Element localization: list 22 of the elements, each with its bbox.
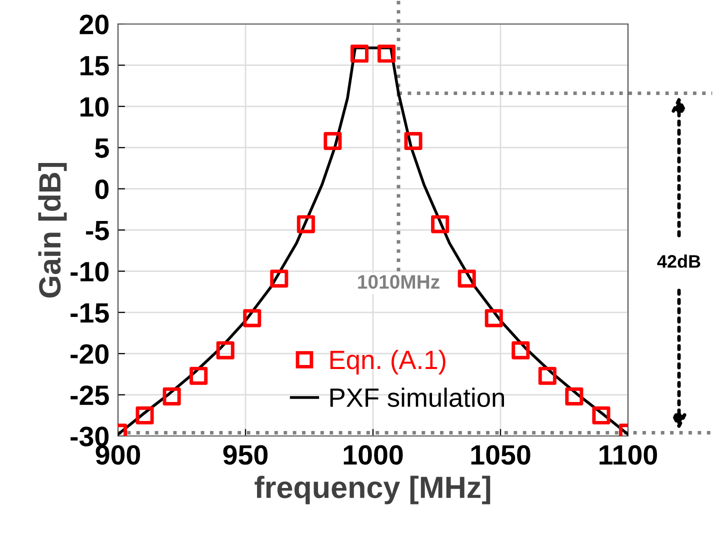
x-tick-label: 1100 <box>600 445 657 465</box>
y-tick-label: 5 <box>95 138 109 158</box>
y-tick-label: 10 <box>80 97 109 117</box>
y-tick-label: -25 <box>70 385 109 406</box>
text: 42dB <box>657 254 700 268</box>
y-axis-title: Gain [dB] <box>38 162 67 298</box>
y-tick-label: -20 <box>70 344 109 364</box>
x-tick-label: 1050 <box>471 445 530 465</box>
legend-label: Eqn. (A.1) <box>330 350 446 374</box>
x-tick-label: 1000 <box>344 445 403 465</box>
y-tick-label: -5 <box>86 220 109 240</box>
y-tick-label: -15 <box>70 303 109 323</box>
x-tick-label: 900 <box>96 445 140 465</box>
ref-line-label: 1010MHz <box>358 275 440 289</box>
y-tick-label: -30 <box>70 426 109 446</box>
y-tick-label: 0 <box>95 179 109 200</box>
x-tick-label: 950 <box>223 445 268 465</box>
x-axis-title: frequency [MHz] <box>254 476 490 504</box>
y-tick-label: 15 <box>80 56 109 76</box>
y-tick-label: -10 <box>70 262 109 282</box>
y-tick-label: 20 <box>80 14 109 34</box>
legend-label: PXF simulation <box>330 388 504 408</box>
